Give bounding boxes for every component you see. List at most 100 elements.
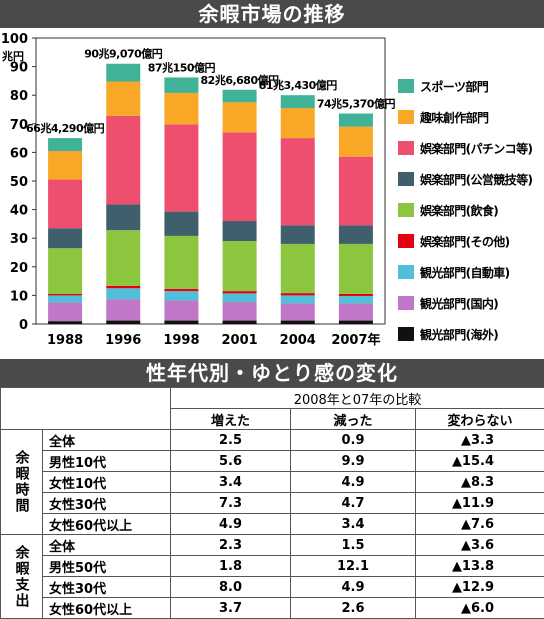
table-header-row: 2008年と07年の比較	[1, 388, 544, 409]
bar-total-label: 87兆150億円	[148, 60, 216, 74]
table-cell: 5.6	[171, 451, 291, 472]
group-label: 余暇支出	[1, 535, 43, 619]
table-cell: 1.8	[171, 556, 291, 577]
table-cell: 4.7	[291, 493, 416, 514]
bar-segment	[281, 108, 315, 138]
row-label: 男性50代	[43, 556, 171, 577]
table-cell: 9.9	[291, 451, 416, 472]
bar-segment	[106, 321, 140, 324]
bar-segment	[339, 296, 373, 303]
row-label: 全体	[43, 430, 171, 451]
bar-segment	[223, 291, 257, 293]
table-cell: 3.7	[171, 598, 291, 619]
bar-segment	[339, 114, 373, 127]
x-tick-label: 1998	[163, 333, 199, 348]
bar-segment	[48, 248, 82, 294]
x-tick-label: 2007年	[331, 332, 380, 348]
x-tick-label: 2004	[280, 333, 316, 348]
bar-segment	[223, 102, 257, 132]
bar-segment	[223, 132, 257, 221]
bar-segment	[339, 225, 373, 244]
bar-segment	[339, 303, 373, 320]
bar-segment	[281, 303, 315, 320]
legend-label: 観光部門(海外)	[420, 327, 498, 342]
legend-swatch	[398, 265, 414, 279]
row-label: 女性30代	[43, 493, 171, 514]
bar-segment	[48, 294, 82, 295]
bar-segment	[281, 244, 315, 293]
bar-segment	[48, 138, 82, 151]
bar-segment	[106, 299, 140, 320]
bar-segment	[223, 293, 257, 302]
legend-swatch	[398, 234, 414, 248]
bar-segment	[339, 157, 373, 226]
table-cell: ▲11.9	[416, 493, 544, 514]
table-cell: 0.9	[291, 430, 416, 451]
bar-segment	[48, 228, 82, 248]
legend-label: 娯楽部門(飲食)	[420, 203, 498, 218]
bar-segment	[339, 321, 373, 324]
bar-segment	[223, 221, 257, 241]
bar-total-label: 81兆3,430億円	[259, 78, 338, 92]
bar-segment	[164, 77, 198, 92]
column-header: 減った	[291, 409, 416, 430]
bar-segment	[223, 90, 257, 103]
table-cell: ▲12.9	[416, 577, 544, 598]
bar-segment	[164, 301, 198, 321]
bar-segment	[281, 295, 315, 303]
legend-swatch	[398, 141, 414, 155]
table-cell: ▲6.0	[416, 598, 544, 619]
legend-label: 観光部門(国内)	[420, 296, 498, 311]
bar-segment	[223, 321, 257, 324]
row-label: 女性10代	[43, 472, 171, 493]
table-cell: 4.9	[291, 577, 416, 598]
header-blank	[1, 388, 171, 430]
bar-segment	[48, 180, 82, 229]
table-cell: ▲3.6	[416, 535, 544, 556]
legend-swatch	[398, 296, 414, 310]
table-cell: 4.9	[171, 514, 291, 535]
table-cell: ▲3.3	[416, 430, 544, 451]
bar-segment	[164, 124, 198, 211]
bar-segment	[164, 236, 198, 289]
bar-segment	[339, 127, 373, 157]
bar-segment	[223, 302, 257, 321]
y-tick-label: 60	[10, 146, 28, 161]
bar-segment	[339, 244, 373, 294]
row-label: 女性30代	[43, 577, 171, 598]
legend-label: 娯楽部門(その他)	[420, 234, 510, 249]
y-tick-label: 10	[10, 289, 28, 304]
y-tick-label: 100	[1, 32, 28, 47]
bar-segment	[281, 138, 315, 225]
legend-label: スポーツ部門	[420, 79, 489, 94]
legend-swatch	[398, 79, 414, 93]
bar-total-label: 66兆4,290億円	[26, 121, 105, 135]
row-label: 全体	[43, 535, 171, 556]
legend-label: 観光部門(自動車)	[420, 265, 510, 280]
bar-segment	[48, 295, 82, 302]
y-tick-label: 40	[10, 204, 28, 219]
legend-swatch	[398, 203, 414, 217]
legend-label: 趣味創作部門	[419, 110, 489, 125]
table-cell: 4.9	[291, 472, 416, 493]
bar-segment	[164, 321, 198, 324]
bar-segment	[106, 288, 140, 299]
table-cell: 2.3	[171, 535, 291, 556]
bar-segment	[48, 303, 82, 322]
table-cell: ▲15.4	[416, 451, 544, 472]
table-cell: 2.5	[171, 430, 291, 451]
table-cell: 8.0	[171, 577, 291, 598]
bar-segment	[281, 293, 315, 295]
compare-label: 2008年と07年の比較	[171, 388, 544, 409]
table-title: 性年代別・ゆとり感の変化	[0, 359, 544, 387]
row-label: 女性60代以上	[43, 598, 171, 619]
chart-title: 余暇市場の推移	[0, 0, 544, 28]
